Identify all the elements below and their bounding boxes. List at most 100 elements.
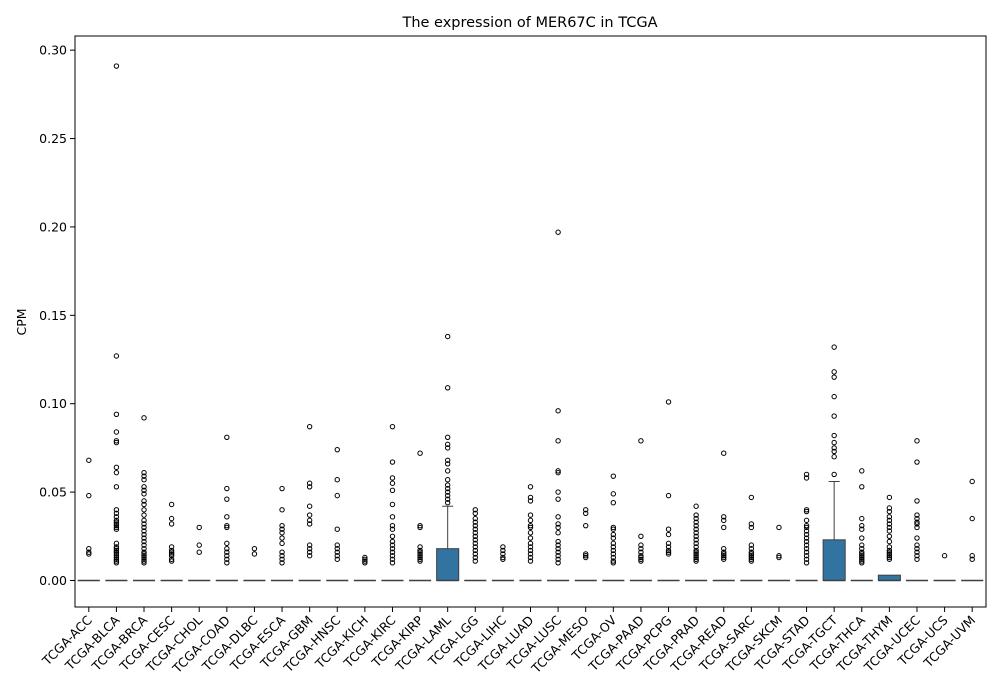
outlier-point: [527, 517, 534, 524]
outlier-point: [776, 524, 782, 531]
outlier-point: [444, 499, 451, 506]
outlier-point: [831, 369, 837, 375]
outlier-point: [886, 528, 893, 534]
outlier-point: [610, 558, 617, 564]
outlier-point: [610, 551, 617, 557]
outlier-point: [224, 560, 230, 566]
outlier-point: [555, 514, 561, 520]
outlier-point: [334, 549, 340, 555]
outlier-point: [141, 491, 147, 497]
outlier-point: [721, 553, 727, 559]
outlier-point: [113, 554, 120, 561]
outlier-point: [279, 540, 285, 547]
outlier-point: [472, 544, 478, 550]
outlier-point: [803, 556, 810, 562]
outlier-point: [141, 535, 147, 541]
outlier-point: [610, 535, 617, 541]
outlier-point: [306, 517, 313, 524]
outlier-point: [555, 408, 561, 414]
outlier-point: [444, 333, 451, 340]
outlier-point: [693, 549, 699, 555]
outlier-point: [527, 551, 534, 557]
outlier-point: [113, 551, 120, 557]
outlier-point: [610, 524, 617, 531]
outlier-point: [555, 530, 561, 536]
outlier-point: [251, 551, 258, 557]
outlier-point: [721, 554, 727, 561]
outlier-point: [334, 477, 340, 483]
outlier-point: [141, 469, 147, 476]
outlier-point: [665, 549, 672, 555]
outlier-point: [306, 545, 313, 552]
outlier-point: [86, 492, 92, 499]
outlier-point: [748, 554, 755, 561]
outlier-point: [306, 542, 313, 548]
outlier-point: [417, 547, 423, 554]
outlier-point: [914, 519, 920, 525]
outlier-point: [831, 413, 837, 419]
outlier-point: [665, 547, 672, 554]
outlier-point: [831, 393, 837, 400]
outlier-point: [803, 528, 810, 534]
outlier-point: [168, 547, 175, 554]
outlier-point: [444, 441, 451, 448]
outlier-point: [444, 482, 451, 488]
outlier-point: [859, 484, 865, 490]
outlier-point: [914, 498, 920, 504]
outlier-point: [472, 515, 478, 522]
outlier-point: [224, 514, 230, 520]
outlier-point: [472, 540, 478, 547]
outlier-point: [555, 549, 561, 555]
outlier-point: [500, 556, 506, 562]
outlier-point: [555, 556, 561, 562]
outlier-point: [113, 353, 120, 359]
outlier-point: [389, 553, 396, 559]
outlier-point: [859, 560, 865, 566]
outlier-point: [859, 535, 865, 541]
outlier-point: [417, 450, 423, 456]
outlier-point: [969, 556, 975, 562]
outlier-point: [665, 531, 672, 538]
outlier-point: [527, 484, 534, 490]
outlier-point: [721, 524, 727, 531]
outlier-point: [859, 556, 865, 562]
outlier-point: [279, 485, 285, 492]
outlier-point: [444, 445, 451, 451]
outlier-point: [168, 558, 175, 564]
outlier-point: [113, 524, 120, 531]
outlier-point: [389, 545, 396, 552]
outlier-point: [721, 517, 727, 524]
outlier-point: [444, 468, 451, 474]
outlier-point: [610, 499, 617, 506]
outlier-point: [224, 524, 230, 531]
outlier-point: [113, 510, 120, 517]
outlier-point: [831, 445, 837, 451]
outlier-point: [914, 549, 920, 555]
outlier-point: [389, 459, 396, 465]
outlier-point: [224, 485, 230, 492]
outlier-point: [306, 503, 313, 509]
outlier-point: [803, 471, 810, 478]
outlier-point: [113, 507, 120, 513]
outlier-point: [334, 545, 340, 552]
outlier-point: [168, 556, 175, 562]
outlier-point: [472, 554, 478, 561]
outlier-point: [113, 558, 120, 564]
outlier-point: [665, 492, 672, 499]
outlier-point: [721, 514, 727, 520]
outlier-point: [141, 558, 147, 564]
outlier-point: [306, 423, 313, 430]
outlier-point: [472, 547, 478, 554]
outlier-point: [859, 553, 865, 559]
outlier-point: [141, 549, 147, 555]
outlier-point: [665, 399, 672, 405]
outlier-point: [141, 501, 147, 508]
outlier-point: [527, 498, 534, 504]
outlier-point: [803, 538, 810, 545]
outlier-point: [141, 524, 147, 531]
outlier-point: [279, 553, 285, 559]
outlier-point: [638, 545, 644, 552]
outlier-point: [113, 556, 120, 562]
outlier-point: [859, 545, 865, 552]
outlier-point: [196, 542, 202, 548]
